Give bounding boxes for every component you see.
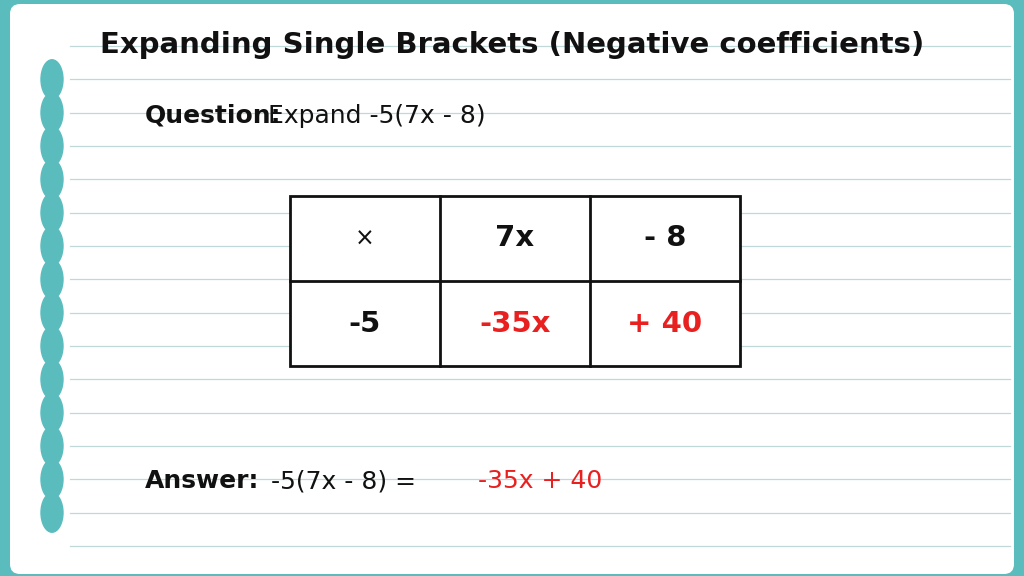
FancyBboxPatch shape <box>10 4 1014 574</box>
Ellipse shape <box>41 360 63 399</box>
Ellipse shape <box>41 93 63 132</box>
Text: 7x: 7x <box>496 225 535 252</box>
Text: -35x + 40: -35x + 40 <box>478 469 602 493</box>
Text: -5: -5 <box>349 309 381 338</box>
Ellipse shape <box>41 226 63 266</box>
Ellipse shape <box>41 493 63 532</box>
Text: -5(7x - 8) =: -5(7x - 8) = <box>263 469 424 493</box>
Ellipse shape <box>41 60 63 99</box>
Ellipse shape <box>41 193 63 232</box>
Text: Expand -5(7x - 8): Expand -5(7x - 8) <box>260 104 485 128</box>
Ellipse shape <box>41 426 63 465</box>
Ellipse shape <box>41 293 63 332</box>
Text: + 40: + 40 <box>628 309 702 338</box>
Text: - 8: - 8 <box>644 225 686 252</box>
Ellipse shape <box>41 160 63 199</box>
Ellipse shape <box>41 260 63 299</box>
Ellipse shape <box>41 393 63 432</box>
Ellipse shape <box>41 460 63 499</box>
Text: Question:: Question: <box>145 104 282 128</box>
Ellipse shape <box>41 327 63 366</box>
Text: Answer:: Answer: <box>145 469 259 493</box>
Ellipse shape <box>41 127 63 165</box>
Text: Expanding Single Brackets (Negative coefficients): Expanding Single Brackets (Negative coef… <box>100 31 924 59</box>
Bar <box>290 196 740 366</box>
Text: -35x: -35x <box>479 309 551 338</box>
Text: ×: × <box>355 226 375 251</box>
